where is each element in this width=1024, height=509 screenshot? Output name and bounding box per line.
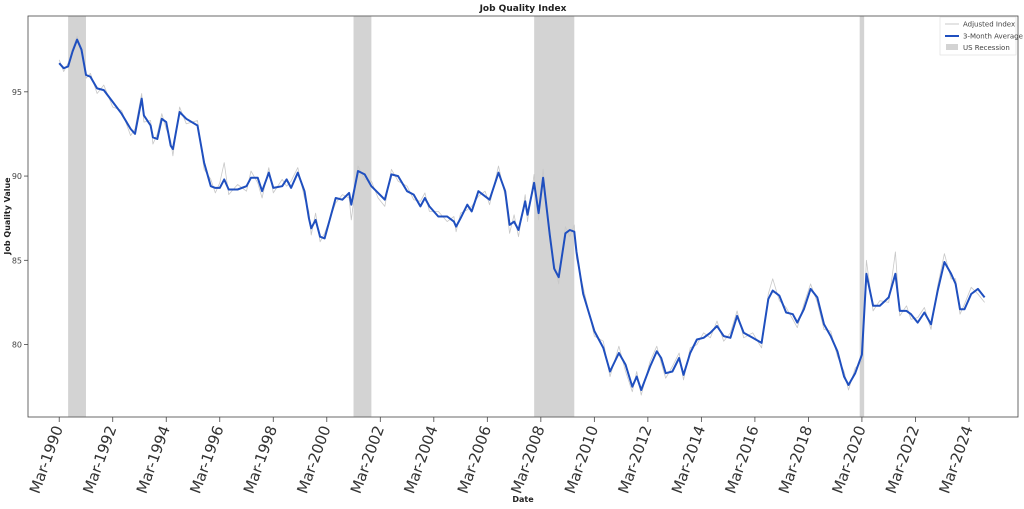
y-tick-label: 85 [12, 256, 22, 265]
recession-bands [68, 16, 865, 417]
plot-frame [27, 15, 1019, 418]
recession-band-4 [859, 16, 865, 417]
x-tick-label: Mar-2006 [454, 423, 495, 496]
legend: Adjusted Index 3-Month Average US Recess… [939, 16, 1023, 56]
x-tick-label: Mar-1990 [26, 423, 67, 496]
series-lines [58, 35, 986, 396]
chart-title: Job Quality Index [479, 4, 567, 14]
x-tick-label: Mar-2018 [775, 423, 816, 496]
legend-recession-swatch [946, 44, 958, 50]
recession-band-2 [353, 16, 372, 417]
x-tick-label: Mar-2014 [668, 423, 709, 496]
y-axis-label: Job Quality Value [3, 177, 12, 256]
x-tick-label: Mar-2022 [882, 423, 923, 496]
legend-adjusted-label: Adjusted Index [963, 21, 1015, 29]
x-tick-label: Mar-2020 [828, 423, 869, 496]
series-line-3-month-average [58, 38, 986, 391]
x-tick-label: Mar-1992 [79, 423, 120, 496]
x-tick-label: Mar-2024 [935, 423, 976, 496]
x-tick-label: Mar-2008 [507, 423, 548, 496]
y-tick-label: 80 [12, 341, 22, 350]
y-ticks: 80 85 90 95 [12, 88, 28, 350]
x-tick-label: Mar-1998 [240, 423, 281, 496]
x-tick-label: Mar-2000 [293, 423, 334, 496]
x-tick-label: Mar-2016 [721, 423, 762, 496]
legend-average-label: 3-Month Average [963, 33, 1023, 41]
legend-recession-label: US Recession [963, 44, 1010, 52]
y-tick-label: 95 [12, 88, 22, 97]
recession-band-1 [68, 16, 86, 417]
x-tick-label: Mar-2012 [614, 423, 655, 496]
x-tick-label: Mar-2010 [561, 423, 602, 496]
x-axis-label: Date [512, 495, 534, 504]
x-tick-label: Mar-2002 [347, 423, 388, 496]
y-tick-label: 90 [12, 172, 22, 181]
x-tick-label: Mar-1994 [133, 423, 174, 496]
recession-band-3 [534, 16, 575, 417]
x-tick-label: Mar-2004 [400, 423, 441, 496]
x-ticks: Mar-1990 Mar-1992 Mar-1994 Mar-1996 Mar-1998… [26, 417, 977, 496]
x-tick-label: Mar-1996 [186, 423, 227, 496]
